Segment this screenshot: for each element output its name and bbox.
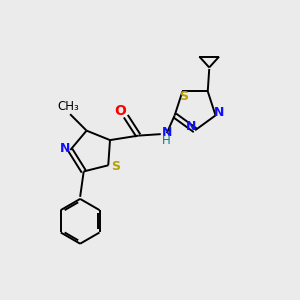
- Text: N: N: [60, 142, 70, 155]
- Text: N: N: [186, 120, 197, 133]
- Text: N: N: [162, 126, 172, 139]
- Text: S: S: [179, 90, 188, 103]
- Text: CH₃: CH₃: [58, 100, 80, 113]
- Text: O: O: [115, 104, 126, 118]
- Text: H: H: [162, 134, 171, 147]
- Text: N: N: [214, 106, 224, 119]
- Text: S: S: [111, 160, 120, 173]
